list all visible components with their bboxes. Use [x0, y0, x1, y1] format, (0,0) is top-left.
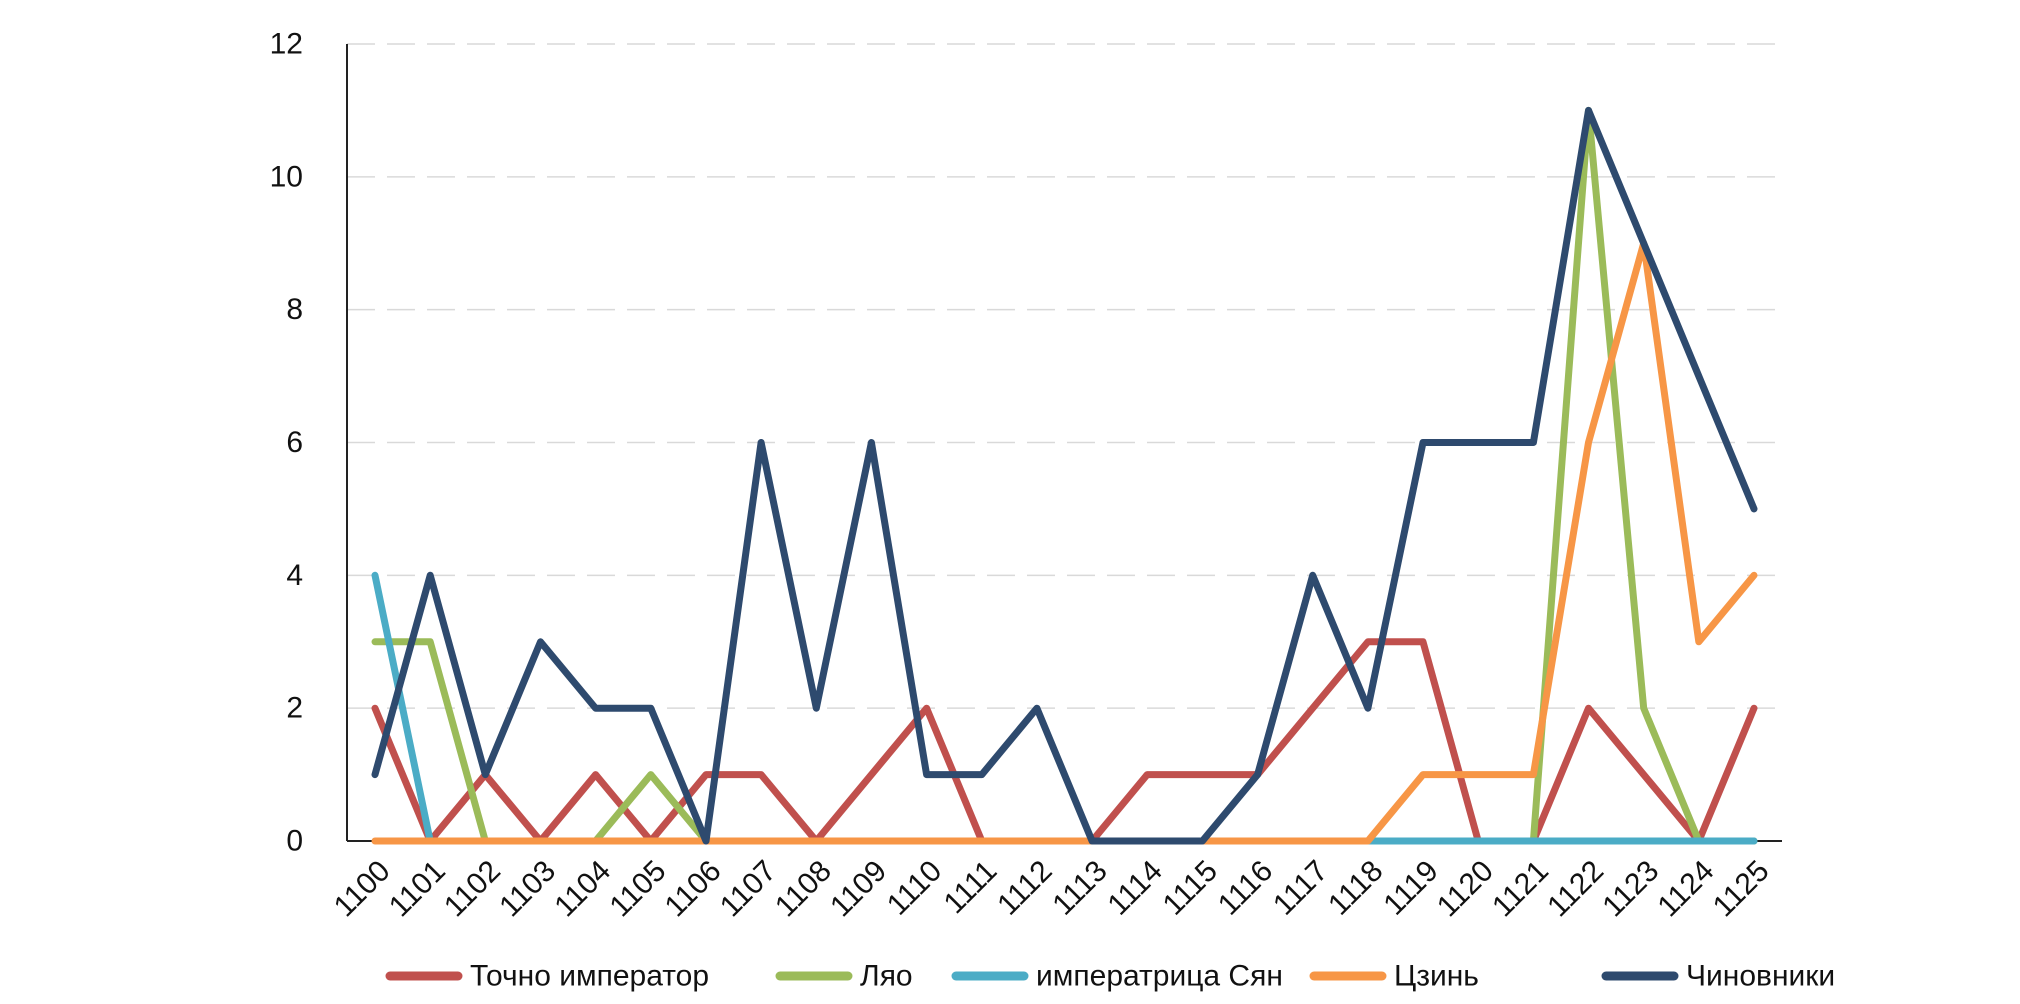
legend-label: императрица Сян: [1036, 960, 1283, 993]
x-tick-label: 1110: [881, 854, 948, 921]
legend-item: Ляо: [775, 960, 913, 993]
x-tick-label: 1114: [1102, 854, 1169, 921]
x-tick-label: 1108: [769, 854, 838, 923]
x-tick-label: 1109: [824, 854, 893, 923]
x-tick-label: 1118: [1322, 854, 1389, 921]
x-tick-label: 1125: [1707, 854, 1776, 923]
series-line-ляо: [371, 106, 1758, 845]
y-tick-label: 0: [286, 825, 303, 858]
x-tick-label: 1119: [1377, 854, 1444, 921]
y-tick-label: 8: [286, 293, 303, 326]
series-line-чиновники: [371, 106, 1758, 845]
y-tick-label: 2: [286, 692, 303, 725]
x-tick-label: 1107: [714, 854, 783, 923]
x-tick-label: 1115: [1157, 854, 1224, 921]
x-tick-label: 1117: [1267, 854, 1334, 921]
x-tick-label: 1100: [328, 854, 397, 923]
x-tick-label: 1106: [659, 854, 728, 923]
x-tick-label: 1122: [1541, 854, 1610, 923]
y-tick-label: 4: [286, 559, 303, 592]
legend: Точно император Ляо императрица Сян Цзинь Чи…: [385, 960, 1835, 993]
x-tick-label: 1105: [604, 854, 673, 923]
x-tick-label: 1120: [1431, 854, 1500, 923]
x-tick-label: 1111: [938, 854, 1004, 920]
x-tick-label: 1101: [383, 854, 452, 923]
series-lines: [371, 106, 1758, 845]
legend-item: Чиновники: [1601, 960, 1835, 993]
x-tick-label: 1124: [1652, 854, 1721, 923]
legend-item: Точно император: [385, 960, 709, 993]
legend-label: Цзинь: [1394, 960, 1479, 993]
series-line-цзинь: [371, 239, 1758, 845]
legend-item: императрица Сян: [951, 960, 1283, 993]
x-tick-label: 1123: [1596, 854, 1665, 923]
x-tick-label: 1116: [1212, 854, 1279, 921]
y-tick-label: 10: [270, 160, 303, 193]
legend-label: Чиновники: [1686, 960, 1835, 993]
legend-label: Точно император: [470, 960, 709, 993]
y-tick-label: 6: [286, 426, 303, 459]
x-tick-label: 1103: [493, 854, 562, 923]
x-tick-label: 1104: [548, 854, 617, 923]
x-axis-tick-labels: 1100110111021103110411051106110711081109…: [328, 854, 1776, 923]
legend-label: Ляо: [860, 960, 913, 993]
x-tick-label: 1121: [1486, 854, 1555, 923]
y-tick-label: 12: [270, 28, 303, 61]
x-tick-label: 1102: [438, 854, 507, 923]
x-tick-label: 1113: [1046, 854, 1113, 921]
y-axis-tick-labels: 0 2 4 6 8 10 12: [270, 28, 303, 858]
legend-item: Цзинь: [1309, 960, 1479, 993]
x-tick-label: 1112: [991, 854, 1058, 921]
